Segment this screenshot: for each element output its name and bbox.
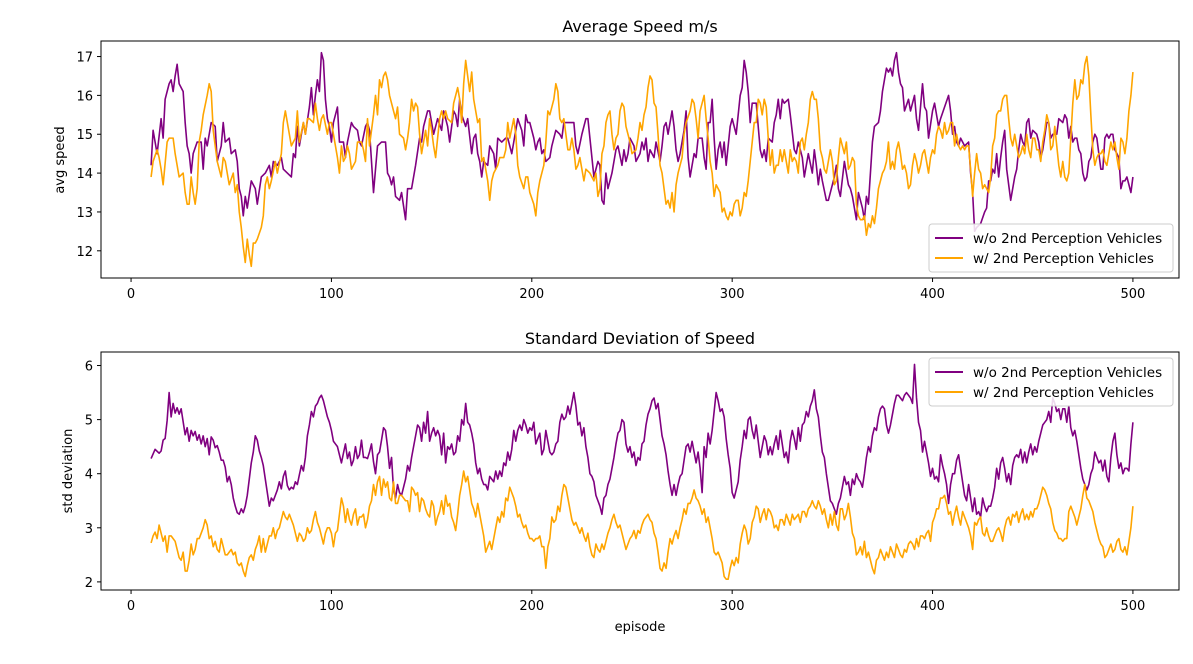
- std-speed-axes-frame: [100, 351, 1180, 591]
- avg-speed-ylabel: avg speed: [53, 126, 68, 193]
- avg-speed-legend-box: [928, 223, 1174, 273]
- std-speed-xtick-label: 500: [1121, 599, 1146, 614]
- std-speed-panel: Standard Deviation of Speed std deviatio…: [61, 329, 1180, 635]
- avg-speed-series-with-2nd-perception-line: [150, 55, 1134, 268]
- avg-speed-xtick-label: 0: [127, 287, 135, 302]
- std-speed-ytick-label: 6: [85, 360, 93, 375]
- std-speed-series-without-2nd-perception-line: [150, 363, 1134, 518]
- std-speed-series-with-2nd-perception-line: [150, 470, 1134, 580]
- std-speed-plot-area: 0 100 200 300 400 500 2 3 4 5 6 w/o 2nd Perception …: [85, 351, 1180, 614]
- avg-speed-ytick-label: 12: [76, 245, 93, 260]
- avg-speed-series-without-2nd-perception-line: [150, 51, 1134, 233]
- std-speed-ylabel: std deviation: [61, 429, 76, 514]
- avg-speed-plot-area: 0 100 200 300 400 500 12 13 14 15 16 17 w/o 2nd Perc…: [76, 40, 1180, 302]
- avg-speed-ytick-label: 14: [76, 167, 93, 182]
- avg-speed-xtick-label: 100: [319, 287, 344, 302]
- avg-speed-axes-frame: [100, 40, 1180, 279]
- avg-speed-ytick-label: 15: [76, 128, 93, 143]
- avg-speed-xtick-label: 200: [519, 287, 544, 302]
- std-speed-legend-label: w/ 2nd Perception Vehicles: [973, 385, 1154, 401]
- std-speed-xtick-label: 300: [720, 599, 745, 614]
- std-speed-legend: w/o 2nd Perception Vehicles w/ 2nd Percep…: [928, 357, 1174, 407]
- avg-speed-xtick-label: 400: [920, 287, 945, 302]
- avg-speed-ytick-label: 16: [76, 89, 93, 104]
- std-speed-legend-box: [928, 357, 1174, 407]
- std-speed-title: Standard Deviation of Speed: [525, 329, 755, 348]
- std-speed-xtick-label: 0: [127, 599, 135, 614]
- std-speed-xtick-label: 200: [519, 599, 544, 614]
- std-speed-ytick-label: 3: [85, 522, 93, 537]
- avg-speed-xtick-label: 500: [1121, 287, 1146, 302]
- avg-speed-legend: w/o 2nd Perception Vehicles w/ 2nd Percep…: [928, 223, 1174, 273]
- std-speed-legend-label: w/o 2nd Perception Vehicles: [973, 365, 1162, 381]
- avg-speed-legend-label: w/ 2nd Perception Vehicles: [973, 251, 1154, 267]
- std-speed-ytick-label: 4: [85, 468, 93, 483]
- episode-xlabel: episode: [615, 620, 666, 635]
- avg-speed-xtick-label: 300: [720, 287, 745, 302]
- std-speed-ytick-label: 2: [85, 576, 93, 591]
- avg-speed-panel: Average Speed m/s avg speed 0 100 200 300 40…: [53, 17, 1180, 302]
- std-speed-xtick-label: 400: [920, 599, 945, 614]
- avg-speed-legend-label: w/o 2nd Perception Vehicles: [973, 231, 1162, 247]
- std-speed-ytick-label: 5: [85, 414, 93, 429]
- avg-speed-ytick-label: 17: [76, 51, 93, 66]
- avg-speed-ytick-label: 13: [76, 206, 93, 221]
- avg-speed-title: Average Speed m/s: [562, 17, 717, 36]
- std-speed-xtick-label: 100: [319, 599, 344, 614]
